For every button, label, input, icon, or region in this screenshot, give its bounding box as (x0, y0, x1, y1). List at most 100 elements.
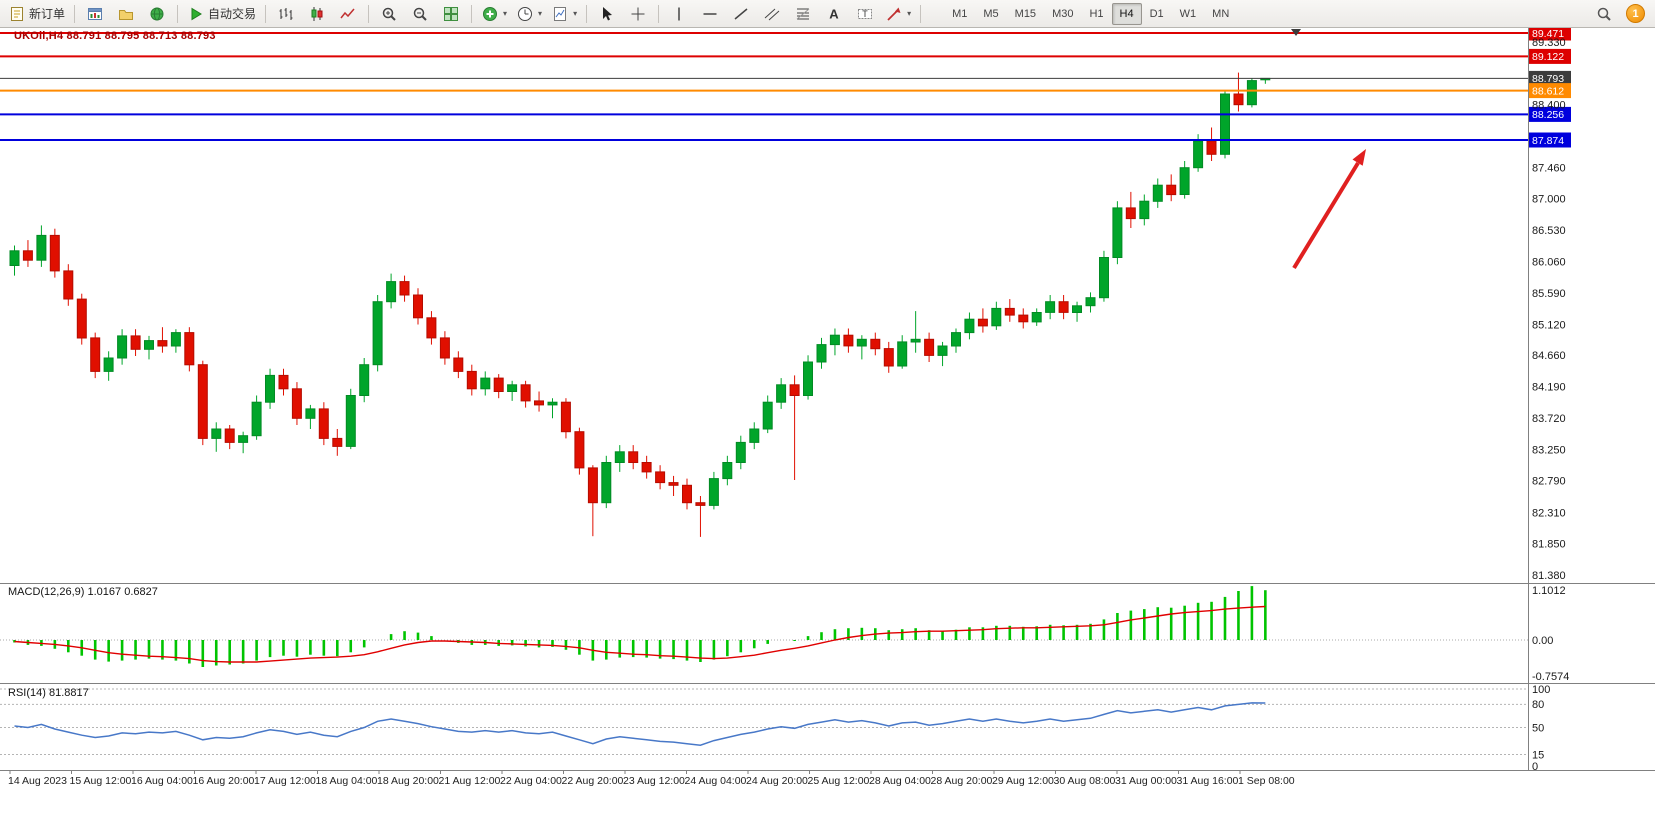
candles-series (9, 72, 1271, 537)
profiles-button[interactable] (111, 2, 141, 26)
horizontal-line-88-793[interactable]: 88.793 (0, 70, 1571, 86)
toolbar-separator (658, 4, 660, 23)
horizontal-line-89-471[interactable]: 89.471 (0, 25, 1571, 41)
timeframe-m1-button[interactable]: M1 (952, 7, 968, 20)
templates-button[interactable]: ▾ (547, 2, 581, 26)
candle-body (991, 307, 1002, 327)
time-label: 16 Aug 20:00 (193, 775, 255, 787)
toolbar-separator (586, 4, 588, 23)
candle-body (829, 334, 840, 346)
time-label: 28 Aug 04:00 (869, 775, 931, 787)
timeframe-m5-button[interactable]: M5 (983, 7, 999, 20)
crosshair-button[interactable] (623, 2, 653, 26)
search-button[interactable] (1589, 2, 1619, 26)
charts-window-button[interactable] (80, 2, 110, 26)
horizontal-line-88-612[interactable]: 88.612 (0, 83, 1571, 99)
template-icon (554, 6, 567, 21)
price-axis[interactable]: 89.330 88.400 87.460 87.000 86.530 86.060 85.5… (1532, 37, 1566, 582)
arrows-button[interactable]: ▾ (881, 2, 915, 26)
svg-text:1.1012: 1.1012 (1532, 585, 1566, 597)
periods-button[interactable]: ▾ (512, 2, 546, 26)
timeframe-w1-button[interactable]: W1 (1179, 7, 1197, 20)
chart-symbol-period: UKOil,H4 (14, 30, 64, 42)
time-label: 28 Aug 20:00 (931, 775, 993, 787)
zoom-in-icon (382, 7, 396, 21)
timeframe-m30-button[interactable]: M30 (1052, 7, 1074, 20)
svg-text:T: T (862, 9, 868, 19)
zoom-in-button[interactable] (374, 2, 404, 26)
candle-body (22, 250, 33, 261)
candle-body (1112, 207, 1123, 258)
tile-icon (444, 6, 459, 21)
price-tick-label: 88.400 (1532, 100, 1566, 112)
macd-title: MACD(12,26,9) (8, 586, 85, 598)
text-button[interactable]: A (819, 2, 849, 26)
crosshair-icon (631, 7, 645, 20)
timeframe-h4-button[interactable]: H4 (1111, 2, 1142, 25)
trend-arrow-annotation[interactable] (1292, 149, 1366, 270)
rsi-level-label: 100 (1532, 684, 1550, 696)
candle-body (1220, 93, 1230, 155)
clock-icon (518, 6, 533, 21)
timeframe-d1-button[interactable]: D1 (1149, 7, 1164, 20)
toolbar-right-cluster: 1 (1589, 2, 1651, 26)
horizontal-line-89-122[interactable]: 89.122 (0, 48, 1571, 64)
candle-body (870, 338, 881, 350)
cursor-button[interactable] (592, 2, 622, 26)
timeframe-m15-button[interactable]: M15 (1014, 7, 1037, 20)
candle-body (883, 348, 894, 367)
notification-badge[interactable]: 1 (1626, 4, 1645, 23)
price-badge (1529, 48, 1571, 64)
candle-body (1179, 167, 1190, 195)
time-label: 16 Aug 04:00 (131, 775, 193, 787)
trendline-button[interactable] (726, 2, 756, 26)
candle-body (1246, 80, 1257, 106)
price-tick-label: 86.060 (1532, 256, 1566, 268)
indicators-button[interactable]: ▾ (477, 2, 511, 26)
timeframe-mn-button[interactable]: MN (1212, 7, 1230, 20)
new-order-button[interactable]: 新订单 (4, 2, 69, 26)
text-label-button[interactable]: T (850, 2, 880, 26)
timeframe-h1-button[interactable]: H1 (1089, 7, 1104, 20)
rsi-line (14, 702, 1266, 746)
horizontal-line-88-256[interactable]: 88.256 (0, 106, 1571, 122)
time-label: 30 Aug 08:00 (1054, 775, 1116, 787)
channel-button[interactable] (757, 2, 787, 26)
market-watch-button[interactable] (142, 2, 172, 26)
vertical-line-button[interactable] (664, 2, 694, 26)
tile-windows-button[interactable] (436, 2, 466, 26)
play-icon (191, 7, 202, 20)
time-label: 22 Aug 20:00 (562, 775, 624, 787)
chart-shift-marker[interactable] (1291, 29, 1301, 36)
horizontal-line-87-874[interactable]: 87.874 (0, 132, 1571, 148)
hline-icon (703, 12, 717, 15)
fibonacci-button[interactable] (788, 2, 818, 26)
candle-body (1018, 314, 1029, 323)
zoom-out-button[interactable] (405, 2, 435, 26)
line-chart-button[interactable] (333, 2, 363, 26)
candle-body (1125, 207, 1136, 220)
macd-signal-line (14, 605, 1266, 663)
toolbar-separator (368, 4, 370, 23)
chevron-down-icon: ▾ (573, 9, 578, 18)
candle-body (708, 478, 719, 506)
price-badge (1529, 83, 1571, 99)
candle-body (1139, 200, 1150, 220)
candle-body (1152, 184, 1163, 202)
horizontal-line-button[interactable] (695, 2, 725, 26)
candle-body (157, 340, 168, 347)
time-axis[interactable]: 14 Aug 2023 15 Aug 12:00 16 Aug 04:00 16 Au… (8, 770, 1295, 787)
candle-body (1031, 312, 1042, 323)
toolbar-separator (265, 4, 267, 23)
price-tick-label: 84.660 (1532, 350, 1566, 362)
price-badge (1529, 106, 1571, 122)
candle-body (856, 338, 867, 347)
bar-chart-button[interactable] (271, 2, 301, 26)
candle-body (439, 337, 450, 359)
time-label: 23 Aug 12:00 (623, 775, 685, 787)
candlestick-chart-button[interactable] (302, 2, 332, 26)
autotrading-button[interactable]: 自动交易 (183, 2, 260, 26)
candle-body (265, 374, 275, 403)
candle-body (197, 364, 208, 439)
